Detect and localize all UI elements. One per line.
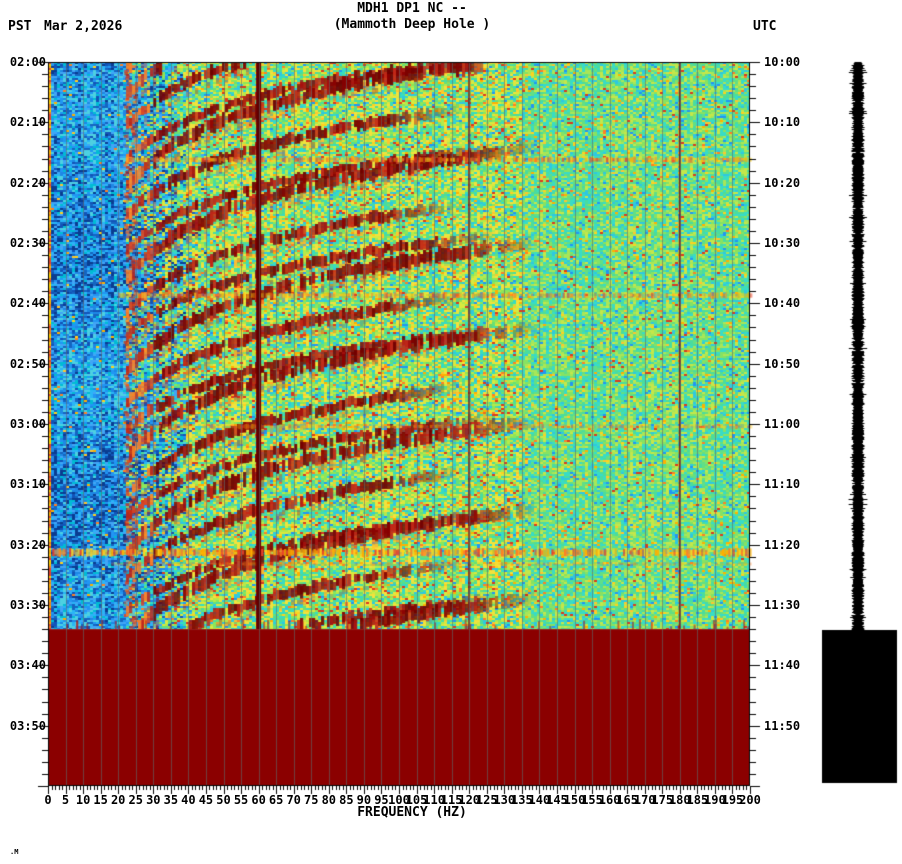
y-axis-label-left: 02:10 <box>9 115 46 130</box>
x-axis-tick-label: 165 <box>616 793 638 807</box>
x-axis-tick-label: 105 <box>405 793 428 807</box>
y-axis-label-right: 10:50 <box>764 356 801 371</box>
x-axis-tick-label: 75 <box>304 793 319 807</box>
x-axis-tick-label: 110 <box>423 793 445 807</box>
x-axis-tick-label: 35 <box>163 793 179 807</box>
x-axis-tick-label: 125 <box>475 793 498 807</box>
y-axis-label-right: 11:50 <box>764 718 801 733</box>
y-axis-label-left: 03:40 <box>9 658 46 673</box>
y-axis-label-right: 11:20 <box>764 537 801 552</box>
y-axis-label-right: 11:30 <box>764 598 801 612</box>
x-axis-tick-label: 190 <box>704 793 726 807</box>
x-axis-tick-label: 60 <box>251 793 266 807</box>
timezone-left-label: PST <box>8 19 32 34</box>
x-axis-tick-label: 175 <box>651 793 674 807</box>
y-axis-label-left: 03:10 <box>9 477 46 492</box>
x-axis-tick-label: 170 <box>633 793 656 807</box>
y-axis-label-left: 02:30 <box>9 236 46 250</box>
x-axis-tick-label: 130 <box>493 793 516 807</box>
x-axis-tick-label: 120 <box>458 793 481 807</box>
x-axis-tick-label: 55 <box>233 793 249 807</box>
x-axis-tick-label: 150 <box>563 793 586 807</box>
x-axis-tick-label: 65 <box>268 793 284 807</box>
page-title: MDH1 DP1 NC -- <box>357 1 467 16</box>
x-axis-tick-label: 85 <box>339 793 354 807</box>
date-label: Mar 2,2026 <box>44 19 123 34</box>
x-axis-tick-label: 140 <box>528 793 551 807</box>
x-axis-tick-label: 40 <box>181 793 196 807</box>
y-axis-label-left: 03:20 <box>9 537 46 552</box>
x-axis-tick-label: 45 <box>198 793 214 807</box>
corner-mark: .M <box>10 848 19 856</box>
y-axis-label-left: 03:30 <box>9 598 46 612</box>
x-axis-tick-label: 195 <box>721 793 744 807</box>
y-axis-label-left: 02:40 <box>9 296 46 311</box>
x-axis-title: FREQUENCY (HZ) <box>357 805 467 820</box>
y-axis-label-right: 10:10 <box>764 115 801 130</box>
x-axis-tick-label: 200 <box>739 793 761 807</box>
x-axis-tick-label: 160 <box>598 793 621 807</box>
x-axis-tick-label: 0 <box>44 793 52 807</box>
y-axis-label-left: 02:00 <box>9 55 46 69</box>
y-axis-label-right: 10:00 <box>764 55 801 69</box>
y-axis-label-right: 11:00 <box>764 417 801 431</box>
page-subtitle: (Mammoth Deep Hole ) <box>333 17 491 32</box>
x-axis-tick-label: 155 <box>581 793 603 807</box>
y-axis-label-left: 02:50 <box>9 356 46 371</box>
x-axis-tick-label: 135 <box>511 793 533 807</box>
timezone-right-label: UTC <box>753 19 777 34</box>
y-axis-label-right: 11:10 <box>764 477 801 492</box>
y-axis-label-left: 03:50 <box>9 718 46 733</box>
y-axis-label-right: 10:20 <box>764 175 801 190</box>
x-axis-tick-label: 10 <box>75 793 91 807</box>
y-axis-label-left: 03:00 <box>9 417 46 431</box>
x-axis-tick-label: 185 <box>686 793 709 807</box>
x-axis-tick-label: 25 <box>128 793 143 807</box>
x-axis-tick-label: 100 <box>388 793 410 807</box>
x-axis-tick-label: 95 <box>374 793 389 807</box>
y-axis-label-right: 10:30 <box>764 236 801 250</box>
x-axis-tick-label: 5 <box>61 793 70 807</box>
x-axis-tick-label: 15 <box>93 793 108 807</box>
x-axis-tick-label: 180 <box>668 793 691 807</box>
y-axis-label-left: 02:20 <box>9 175 46 190</box>
x-axis-tick-label: 50 <box>216 793 231 807</box>
x-axis-tick-label: 145 <box>546 793 568 807</box>
x-axis-tick-label: 115 <box>440 793 463 807</box>
x-axis-tick-label: 90 <box>356 793 372 807</box>
y-axis-label-right: 10:40 <box>764 296 801 311</box>
x-axis-tick-label: 20 <box>110 793 126 807</box>
x-axis-tick-label: 70 <box>286 793 301 807</box>
x-axis-tick-label: 80 <box>321 793 337 807</box>
x-axis-tick-label: 30 <box>146 793 161 807</box>
y-axis-label-right: 11:40 <box>764 658 801 673</box>
